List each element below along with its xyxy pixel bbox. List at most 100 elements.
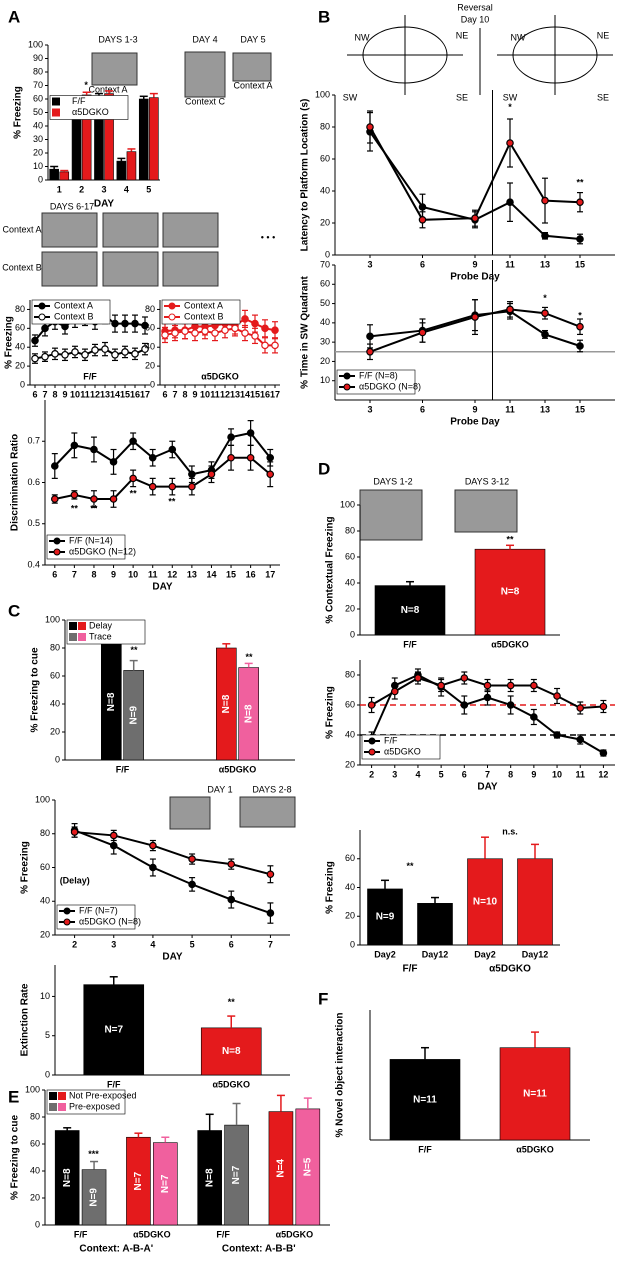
marker [90,445,98,454]
annotation: • • • [261,232,275,242]
x-tick-label: 4 [415,769,420,779]
marker [70,441,79,450]
marker [460,701,469,709]
y-tick-label: 60 [345,853,355,863]
bar [59,171,70,181]
marker [541,232,549,240]
legend-box [31,299,111,325]
marker [131,319,139,328]
panel-letter: C [8,601,20,620]
marker [437,681,445,690]
legend-label: F/F (N=14) [69,535,113,545]
subtitle: α5DGKO [201,371,239,381]
y-tick-label: 0.7 [27,436,40,446]
y-tick-label: 0 [35,1219,40,1229]
marker [188,880,196,889]
marker [70,491,79,499]
marker [271,326,279,335]
marker [90,495,98,503]
bar [268,1111,294,1226]
marker [541,330,549,339]
marker [599,702,608,711]
marker [241,315,249,323]
line [74,831,271,876]
x-tick-label: 12 [90,389,100,399]
legend-label: Context A [54,300,93,310]
legend-marker [368,737,376,745]
marker [266,909,275,917]
line [74,829,271,915]
x-axis-label: DAY [94,199,115,210]
marker [50,462,59,470]
x-tick-label: α5DGKO [212,1079,250,1089]
annotation: DAY 5 [240,34,265,44]
x-tick-label: Day12 [422,949,449,959]
annotation: NW [355,32,370,42]
legend-marker [38,302,46,310]
legend-box [56,904,136,930]
marker [231,324,239,333]
bar [374,585,446,636]
line [369,131,581,240]
x-tick-label: 14 [240,389,250,399]
marker [227,860,236,868]
x-tick-label: 15 [120,389,130,399]
marker [227,433,235,441]
legend-label: α5DGKO (N=12) [69,546,136,556]
marker [576,235,584,243]
marker [483,693,492,702]
y-tick-label: 100 [35,794,50,804]
marker [266,870,275,879]
y-axis-label: % Freezing to cue [10,1115,21,1200]
y-axis-label: % Freezing [325,686,336,739]
bar [126,151,137,181]
x-tick-label: 5 [190,939,195,949]
marker [188,855,196,863]
marker [121,319,129,328]
y-tick-label: 20 [145,360,155,370]
marker [271,341,279,350]
x-tick-label: 11 [505,404,515,414]
x-tick-label: 3 [111,939,116,949]
marker [506,701,515,709]
legend-marker [63,907,71,915]
x-tick-label: 8 [91,569,96,579]
y-tick-label: 20 [30,1192,40,1202]
context-box [102,251,159,287]
bar-label: N=9 [128,705,139,724]
x-tick-label: 10 [128,569,138,579]
marker [266,470,275,479]
x-tick-label: F/F [74,1229,88,1239]
marker [553,731,561,739]
annotation: DAYS 1-2 [373,476,412,486]
marker [541,196,549,205]
y-tick-label: 20 [33,147,43,157]
bar [499,1047,571,1141]
group-label: Context: A-B-B' [222,1244,296,1255]
y-tick-label: 40 [50,698,60,708]
marker [251,332,259,340]
bar [224,1124,249,1226]
marker [246,453,255,462]
x-tick-label: F/F [216,1229,230,1239]
marker [168,445,177,454]
bar [367,888,403,946]
marker [168,482,177,491]
marker [109,458,118,466]
legend-label: Context B [54,311,94,321]
legend-label: Context B [184,311,224,321]
y-tick-label: 20 [320,217,330,227]
legend-label: F/F (N=8) [359,370,398,380]
x-tick-label: 7 [172,389,177,399]
legend-swatch [49,1092,57,1100]
legend-swatch [58,1103,66,1111]
marker [483,681,492,690]
y-tick-label: 40 [40,896,50,906]
bar-label: N=7 [133,1171,144,1190]
y-axis-label: % Time in SW Quadrant [300,276,311,389]
marker [141,345,149,353]
legend-swatch [78,622,86,630]
chart-annotation: ** [168,497,176,507]
y-tick-label: 0 [325,249,330,259]
x-axis-label: DAY [477,782,498,793]
